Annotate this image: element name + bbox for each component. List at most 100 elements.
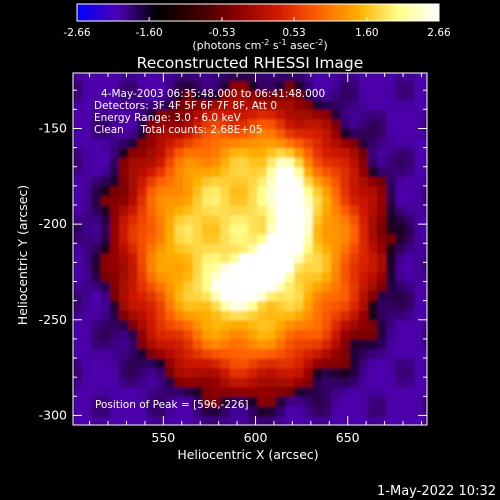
heatmap-cell (146, 405, 157, 417)
heatmap-cell (312, 367, 323, 378)
heatmap-cell (128, 300, 139, 311)
heatmap-cell (275, 281, 286, 292)
heatmap-cell (229, 147, 240, 158)
heatmap-cell (73, 109, 83, 120)
heatmap-cell (321, 185, 332, 197)
heatmap-cell (340, 73, 351, 82)
chart-title: Reconstructed RHESSI Image (137, 54, 364, 72)
heatmap-cell (183, 205, 194, 216)
heatmap-cell (248, 262, 258, 273)
heatmap-cell (257, 367, 268, 378)
heatmap-cell (220, 386, 231, 397)
heatmap-cell (386, 185, 397, 197)
heatmap-cell (404, 90, 415, 101)
heatmap-cell (395, 147, 406, 158)
heatmap-cell (220, 166, 231, 177)
heatmap-cell (377, 99, 388, 110)
heatmap-cell (91, 281, 102, 292)
heatmap-cell (220, 338, 231, 350)
heatmap-cell (202, 109, 212, 120)
heatmap-cell (155, 138, 166, 149)
heatmap-cell (257, 377, 268, 388)
heatmap-cell (91, 405, 102, 417)
heatmap-cell (220, 300, 231, 311)
heatmap-cell (100, 271, 111, 283)
heatmap-cell (174, 396, 185, 407)
heatmap-cell (119, 367, 129, 378)
heatmap-cell (257, 252, 268, 263)
heatmap-cell (238, 128, 249, 139)
heatmap-cell (303, 128, 314, 139)
heatmap-cell (183, 214, 194, 225)
heatmap-cell (192, 338, 203, 350)
heatmap-cell (211, 348, 222, 359)
heatmap-cell (137, 138, 148, 149)
heatmap-cell (192, 195, 203, 206)
heatmap-cell (404, 109, 415, 120)
heatmap-cell (119, 166, 129, 177)
heatmap-cell (349, 281, 360, 292)
heatmap-cell (349, 185, 360, 197)
heatmap-cell (303, 319, 314, 330)
heatmap-cell (137, 90, 148, 101)
heatmap-cell (100, 319, 111, 330)
heatmap-cell (73, 90, 83, 101)
heatmap-cell (238, 205, 249, 216)
heatmap-cell (386, 252, 397, 263)
heatmap-cell (404, 338, 415, 350)
heatmap-cell (266, 271, 277, 283)
heatmap-cell (91, 338, 102, 350)
heatmap-cell (404, 348, 415, 359)
heatmap-cell (266, 99, 277, 110)
heatmap-cell (395, 185, 406, 197)
heatmap-cell (414, 118, 424, 130)
heatmap-cell (155, 118, 166, 130)
heatmap-cell (100, 138, 111, 149)
heatmap-cell (266, 138, 277, 149)
heatmap-cell (312, 329, 323, 340)
heatmap-cell (165, 243, 176, 254)
heatmap-cell (128, 367, 139, 378)
heatmap-cell (146, 262, 157, 273)
heatmap-cell (312, 252, 323, 263)
heatmap-cell (238, 147, 249, 158)
heatmap-cell (275, 300, 286, 311)
heatmap-cell (119, 338, 129, 350)
heatmap-cell (285, 415, 295, 425)
heatmap-cell (404, 99, 415, 110)
heatmap-cell (303, 147, 314, 158)
heatmap-cell (414, 109, 424, 120)
heatmap-cell (128, 109, 139, 120)
heatmap-cell (321, 90, 332, 101)
heatmap-cell (275, 224, 286, 235)
heatmap-cell (368, 80, 378, 91)
heatmap-cell (165, 300, 176, 311)
heatmap-cell (238, 415, 249, 425)
heatmap-cell (312, 176, 323, 187)
heatmap-cell (266, 358, 277, 369)
heatmap-cell (137, 377, 148, 388)
heatmap-cell (423, 338, 427, 350)
heatmap-cell (349, 166, 360, 177)
heatmap-cell (137, 367, 148, 378)
heatmap-cell (358, 90, 369, 101)
heatmap-cell (321, 205, 332, 216)
heatmap-cell (294, 128, 305, 139)
heatmap-cell (202, 166, 212, 177)
heatmap-cell (340, 338, 351, 350)
heatmap-cell (414, 358, 424, 369)
heatmap-cell (349, 243, 360, 254)
heatmap-cell (377, 377, 388, 388)
heatmap-cell (285, 176, 295, 187)
heatmap-cell (91, 176, 102, 187)
heatmap-cell (303, 109, 314, 120)
heatmap-cell (257, 243, 268, 254)
heatmap-cell (340, 291, 351, 302)
heatmap-cell (183, 80, 194, 91)
heatmap-cell (349, 118, 360, 130)
heatmap-cell (257, 329, 268, 340)
heatmap-cell (192, 358, 203, 369)
heatmap-cell (137, 233, 148, 244)
heatmap-cell (386, 271, 397, 283)
heatmap-cell (91, 224, 102, 235)
